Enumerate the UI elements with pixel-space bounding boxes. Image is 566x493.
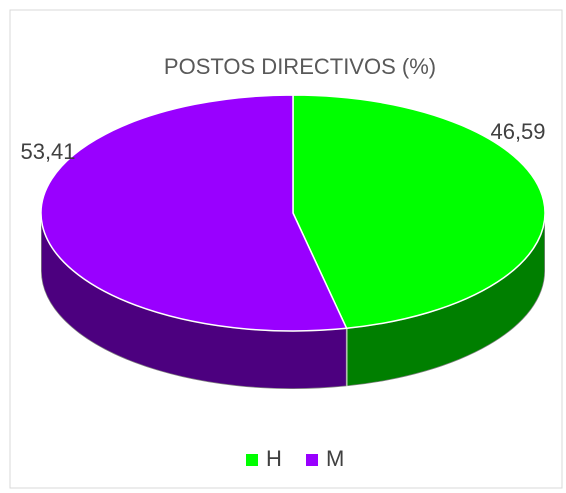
legend-swatch <box>306 454 318 466</box>
side-shade <box>41 213 347 390</box>
slice <box>40 94 348 332</box>
data-label: 53,41 <box>20 139 75 164</box>
side-shade <box>346 213 545 387</box>
legend-label: H <box>266 446 282 471</box>
legend-swatch <box>246 454 258 466</box>
chart-title: POSTOS DIRECTIVOS (%) <box>164 54 436 79</box>
data-label: 46,59 <box>490 119 545 144</box>
legend-label: M <box>326 446 344 471</box>
slice <box>292 94 546 330</box>
